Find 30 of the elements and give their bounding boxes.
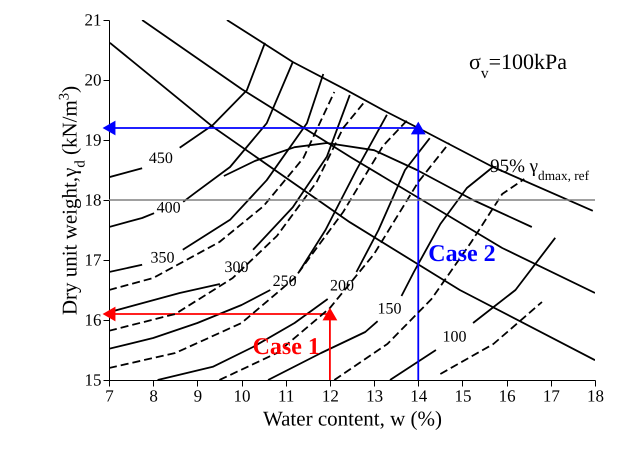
y-tick-label: 20 [84, 70, 102, 90]
x-tick-label: 9 [194, 386, 202, 406]
series-label: 200 [330, 278, 354, 294]
annotation: σ$_{v}$=100kPa [469, 49, 568, 82]
y-tick-label: 19 [84, 130, 102, 150]
y-tick-label: 15 [84, 370, 102, 390]
series-label: 450 [148, 150, 173, 167]
series-label: 400 [156, 200, 181, 216]
y-tick-label: 21 [84, 10, 102, 30]
series-label: 300 [224, 258, 248, 276]
y-tick-label: 16 [84, 310, 102, 330]
series-label: 100 [442, 328, 466, 346]
x-tick-label: 11 [278, 386, 294, 406]
x-tick-label: 14 [410, 386, 428, 406]
series-label: 150 [378, 300, 402, 318]
series-label: 350 [150, 249, 174, 266]
y-tick-label: 18 [84, 190, 102, 210]
series-label: Case 1 [252, 334, 320, 360]
x-tick-label: 7 [105, 386, 114, 406]
x-tick-label: 10 [234, 386, 251, 406]
x-axis-title: Water content, w (%) [262, 406, 442, 430]
x-tick-label: 15 [454, 386, 472, 406]
series-label: Case 2 [428, 241, 496, 267]
x-tick-label: 13 [366, 386, 384, 406]
x-tick-label: 16 [498, 386, 516, 406]
x-tick-label: 18 [587, 386, 604, 406]
x-tick-label: 12 [322, 386, 339, 406]
x-tick-label: 8 [149, 386, 158, 406]
y-tick-label: 17 [84, 250, 102, 270]
x-tick-label: 17 [542, 386, 560, 406]
